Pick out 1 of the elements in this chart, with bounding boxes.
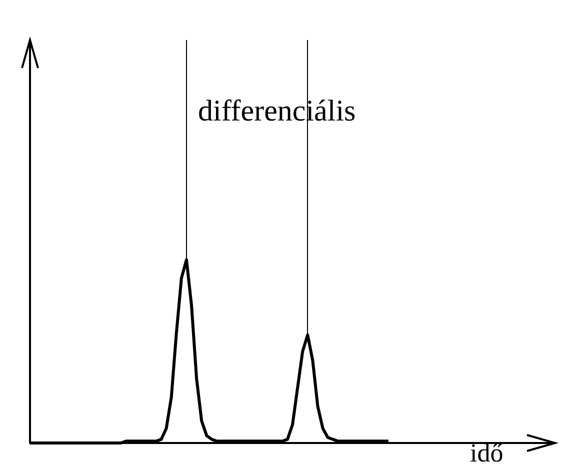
x-axis-title: idő: [470, 438, 504, 468]
